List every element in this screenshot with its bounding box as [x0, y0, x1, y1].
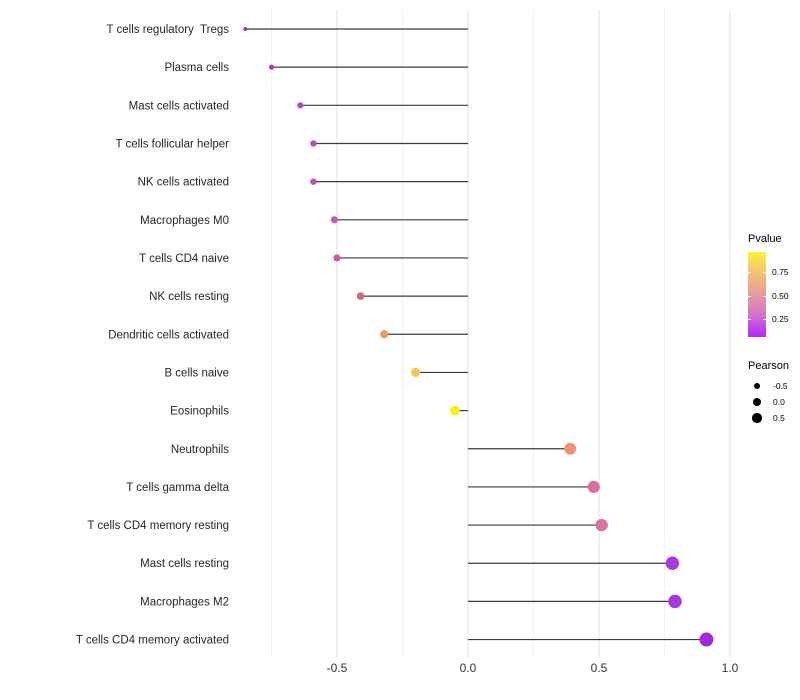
- pvalue-tick-label: 0.75: [772, 266, 789, 277]
- gradient-tick: [748, 318, 751, 320]
- lollipop-dot: [699, 632, 714, 647]
- pearson-size-label: 0.5: [773, 413, 785, 423]
- lollipop-dot: [564, 442, 577, 455]
- lollipop-dot: [356, 292, 365, 301]
- y-axis-category-label: Mast cells resting: [140, 558, 229, 570]
- lollipop-dot: [411, 367, 421, 377]
- x-axis-tick-label: -0.5: [327, 661, 348, 675]
- y-axis-category-label: NK cells resting: [149, 291, 229, 303]
- lollipop-dot: [297, 102, 304, 109]
- lollipop-dot: [330, 216, 338, 224]
- x-axis-tick-label: 0.5: [591, 661, 608, 675]
- gradient-tick: [763, 295, 766, 297]
- gradient-tick: [748, 295, 751, 297]
- pearson-legend-row: -0.5: [745, 378, 800, 394]
- gradient-tick: [763, 271, 766, 273]
- y-axis-category-label: Macrophages M0: [140, 215, 229, 227]
- pearson-size-dot: [752, 413, 762, 423]
- x-axis-tick-label: 0.0: [460, 661, 477, 675]
- lollipop-dot: [587, 480, 600, 494]
- y-axis-category-label: T cells CD4 memory activated: [76, 635, 229, 647]
- pearson-size-label: 0.0: [773, 397, 785, 407]
- legend-pearson-title: Pearson: [748, 360, 789, 372]
- lollipop-dot: [310, 140, 317, 147]
- y-axis-category-label: T cells follicular helper: [115, 138, 229, 150]
- y-axis-category-label: B cells naive: [164, 367, 229, 379]
- y-axis-category-label: Eosinophils: [170, 406, 229, 418]
- pearson-size-dot: [753, 382, 761, 390]
- y-axis-category-label: Neutrophils: [171, 444, 229, 456]
- pvalue-gradient-bar: [748, 252, 766, 337]
- y-axis-category-label: T cells CD4 naive: [139, 253, 229, 265]
- legend-pearson: Pearson -0.5 0.0 0.5: [745, 360, 800, 426]
- y-axis-category-label: Macrophages M2: [140, 596, 229, 608]
- pearson-size-dot: [753, 398, 761, 406]
- pearson-legend-rows: -0.5 0.0 0.5: [745, 378, 800, 426]
- pearson-legend-row: 0.5: [745, 410, 800, 426]
- legend-pvalue: Pvalue 0.75 0.50 0.25: [745, 233, 800, 342]
- y-axis-category-label: Plasma cells: [164, 62, 229, 74]
- y-axis-category-label: Dendritic cells activated: [108, 329, 229, 341]
- y-axis-category-label: T cells CD4 memory resting: [87, 520, 229, 532]
- x-axis-tick-label: 1.0: [722, 661, 739, 675]
- pearson-legend-row: 0.0: [745, 394, 800, 410]
- lollipop-dot: [379, 330, 389, 339]
- lollipop-dot: [665, 556, 680, 570]
- lollipop-dot: [668, 594, 682, 609]
- pvalue-tick-label: 0.25: [772, 313, 789, 324]
- gradient-tick: [763, 318, 766, 320]
- gradient-tick: [748, 271, 751, 273]
- lollipop-dot: [243, 27, 248, 31]
- lollipop-dot: [449, 405, 460, 416]
- pvalue-tick-label: 0.50: [772, 290, 789, 301]
- y-axis-category-label: T cells regulatory Tregs: [106, 24, 229, 36]
- lollipop-dot: [595, 518, 608, 532]
- y-axis-category-label: T cells gamma delta: [126, 482, 229, 494]
- y-axis-category-label: NK cells activated: [138, 177, 229, 189]
- lollipop-dot: [268, 64, 275, 70]
- pvalue-gradient-wrap: 0.75 0.50 0.25: [745, 252, 800, 342]
- legend-pvalue-title: Pvalue: [748, 233, 782, 245]
- pearson-size-label: -0.5: [773, 381, 788, 391]
- y-axis-category-label: Mast cells activated: [129, 100, 229, 112]
- lollipop-dot: [310, 178, 317, 185]
- lollipop-dot: [333, 254, 341, 262]
